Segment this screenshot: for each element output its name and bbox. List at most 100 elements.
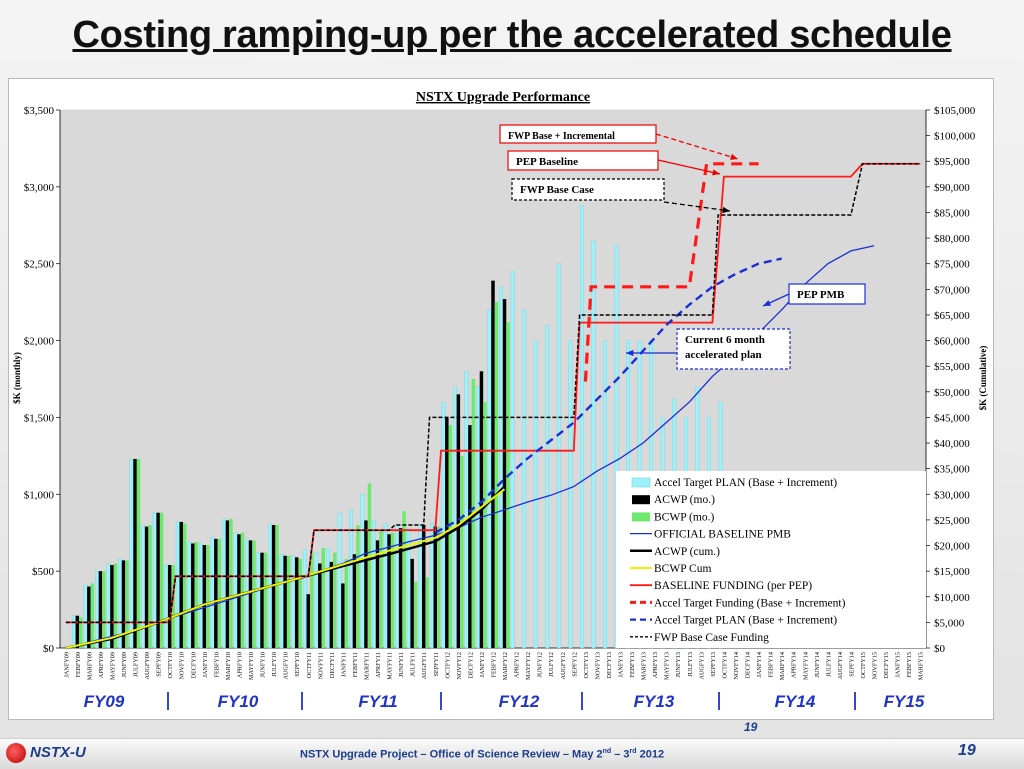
x-tick-label: MARFY14	[779, 652, 786, 680]
bar-acwp	[375, 540, 380, 648]
x-tick-label: JULFY12	[548, 652, 555, 677]
bar-acwp	[341, 583, 345, 648]
bar-bcwp	[436, 526, 441, 648]
bar-bcwp	[159, 512, 164, 648]
bar-plan	[383, 523, 388, 649]
fy-label: FY15	[884, 692, 925, 711]
y2-tick-label: $80,000	[934, 233, 970, 245]
bar-bcwp	[206, 545, 210, 648]
bar-plan	[360, 494, 365, 649]
y2-tick-label: $55,000	[934, 361, 970, 373]
x-tick-label: DECFY15	[883, 652, 890, 678]
fy-label: FY12	[499, 692, 540, 711]
x-tick-label: JUNFY11	[398, 652, 405, 677]
x-tick-label: JANFY13	[618, 652, 625, 677]
bar-plan	[545, 325, 550, 649]
x-tick-label: FEBFY15	[906, 652, 913, 677]
x-tick-label: NOVFY11	[317, 652, 324, 679]
bar-acwp	[75, 615, 80, 648]
annotation-box	[511, 178, 665, 201]
x-tick-label: OCTFY14	[721, 652, 728, 678]
bar-plan	[441, 401, 446, 649]
x-tick-label: AUGFY11	[421, 652, 428, 679]
series-line	[65, 162, 921, 624]
bar-acwp	[421, 525, 426, 648]
x-tick-label: NOVFY10	[179, 652, 186, 680]
x-tick-label: JANFY15	[895, 652, 902, 677]
x-tick-label: AUGFY10	[283, 652, 290, 680]
bar-plan	[129, 458, 134, 649]
bar-bcwp	[460, 455, 464, 648]
x-tick-label: AUGFY09	[144, 652, 151, 680]
x-tick-label: APRFY13	[652, 652, 659, 678]
bar-plan	[291, 555, 296, 649]
bar-acwp	[318, 563, 322, 648]
bar-bcwp	[240, 532, 245, 648]
legend-swatch	[631, 477, 651, 488]
fy-label: FY09	[84, 692, 125, 711]
y-tick-label: $2,000	[24, 336, 55, 348]
bar-bcwp	[494, 302, 499, 648]
bar-bcwp	[171, 564, 175, 648]
bar-plan	[83, 584, 88, 649]
bar-acwp	[110, 564, 114, 648]
bar-bcwp	[390, 532, 395, 648]
annotations: FWP Base + Incremental PEP Baseline FWP Ba…	[499, 124, 866, 370]
x-tick-label: APRFY10	[237, 652, 244, 678]
bar-plan	[556, 263, 561, 649]
x-tick-label: DECFY12	[467, 652, 474, 678]
x-tick-label: JANFY11	[340, 652, 347, 677]
annotation-text: FWP Base + Incremental	[508, 131, 615, 142]
bar-plan	[349, 509, 353, 649]
bar-bcwp	[367, 483, 372, 648]
x-tick-label: DECFY10	[190, 652, 197, 678]
bar-plan	[464, 371, 469, 649]
nstx-logo-icon	[6, 743, 26, 763]
bar-plan	[175, 521, 180, 649]
y2-tick-label: $95,000	[934, 156, 970, 168]
bar-plan	[406, 527, 411, 649]
y2-tick-label: $90,000	[934, 182, 970, 194]
x-tick-label: MAYFY10	[248, 652, 255, 680]
bar-plan	[187, 541, 192, 649]
x-tick-label: JULFY11	[410, 652, 417, 677]
x-tick-label: NOVFY13	[594, 652, 601, 680]
x-tick-label: JANFY10	[202, 652, 209, 677]
bar-bcwp	[402, 511, 406, 648]
annotation-text: PEP Baseline	[516, 156, 578, 168]
bar-plan	[533, 340, 538, 649]
bar-acwp	[202, 545, 207, 648]
bar-acwp	[329, 561, 334, 648]
x-tick-label: JULFY13	[687, 652, 694, 677]
y2-tick-label: $100,000	[934, 131, 976, 143]
bar-acwp	[387, 534, 391, 648]
fy-label: FY13	[634, 692, 675, 711]
arrow-head-icon	[626, 349, 634, 357]
bar-acwp	[179, 521, 183, 648]
bar-bcwp	[136, 458, 141, 648]
y-tick-label: $0	[43, 643, 55, 655]
legend-entry: Accel Target PLAN (Base + Increment)	[654, 477, 837, 489]
x-tick-label: SEPFY09	[156, 652, 163, 677]
bar-bcwp	[79, 617, 83, 648]
legend-entry: BASELINE FUNDING (per PEP)	[654, 580, 812, 592]
x-tick-label: FEBFY13	[629, 652, 636, 677]
fy-label: FY11	[358, 692, 397, 711]
y-tick-label: $3,500	[24, 105, 55, 117]
legend-entry: Accel Target Funding (Base + Increment)	[654, 597, 846, 609]
bar-plan	[453, 386, 457, 649]
x-tick-label: JULFY09	[133, 652, 140, 677]
x-tick-label: APRFY14	[791, 652, 798, 678]
x-tick-label: JANFY09	[63, 652, 70, 677]
bar-acwp	[398, 528, 403, 648]
bar-plan	[372, 520, 376, 649]
performance-chart: NSTX Upgrade Performance $0 $500 $1,000 $1,…	[12, 90, 988, 711]
x-tick-label: APRFY11	[375, 652, 382, 678]
y-tick-label: $3,000	[24, 182, 55, 194]
bar-acwp	[87, 586, 91, 648]
bar-acwp	[502, 299, 507, 648]
bar-plan	[510, 271, 515, 649]
bar-bcwp	[483, 402, 487, 648]
x-tick-label: MAYFY12	[525, 652, 532, 680]
y2-tick-label: $105,000	[934, 105, 976, 117]
